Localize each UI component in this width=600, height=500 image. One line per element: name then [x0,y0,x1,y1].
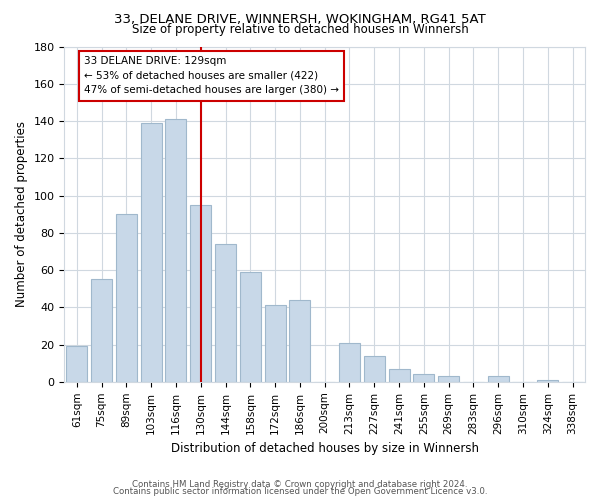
Bar [140,123,162,382]
Bar [389,369,410,382]
Bar [339,342,360,382]
Bar [413,374,434,382]
Bar [265,306,286,382]
X-axis label: Distribution of detached houses by size in Winnersh: Distribution of detached houses by size … [171,442,479,455]
Bar [364,356,385,382]
Bar [166,119,187,382]
Bar [91,280,112,382]
Text: 33, DELANE DRIVE, WINNERSH, WOKINGHAM, RG41 5AT: 33, DELANE DRIVE, WINNERSH, WOKINGHAM, R… [114,12,486,26]
Bar [537,380,559,382]
Bar [240,272,261,382]
Bar [116,214,137,382]
Bar [215,244,236,382]
Text: Contains HM Land Registry data © Crown copyright and database right 2024.: Contains HM Land Registry data © Crown c… [132,480,468,489]
Text: Contains public sector information licensed under the Open Government Licence v3: Contains public sector information licen… [113,487,487,496]
Bar [190,205,211,382]
Y-axis label: Number of detached properties: Number of detached properties [15,121,28,307]
Bar [438,376,459,382]
Bar [488,376,509,382]
Bar [289,300,310,382]
Text: Size of property relative to detached houses in Winnersh: Size of property relative to detached ho… [131,22,469,36]
Bar [66,346,88,382]
Text: 33 DELANE DRIVE: 129sqm
← 53% of detached houses are smaller (422)
47% of semi-d: 33 DELANE DRIVE: 129sqm ← 53% of detache… [84,56,339,96]
